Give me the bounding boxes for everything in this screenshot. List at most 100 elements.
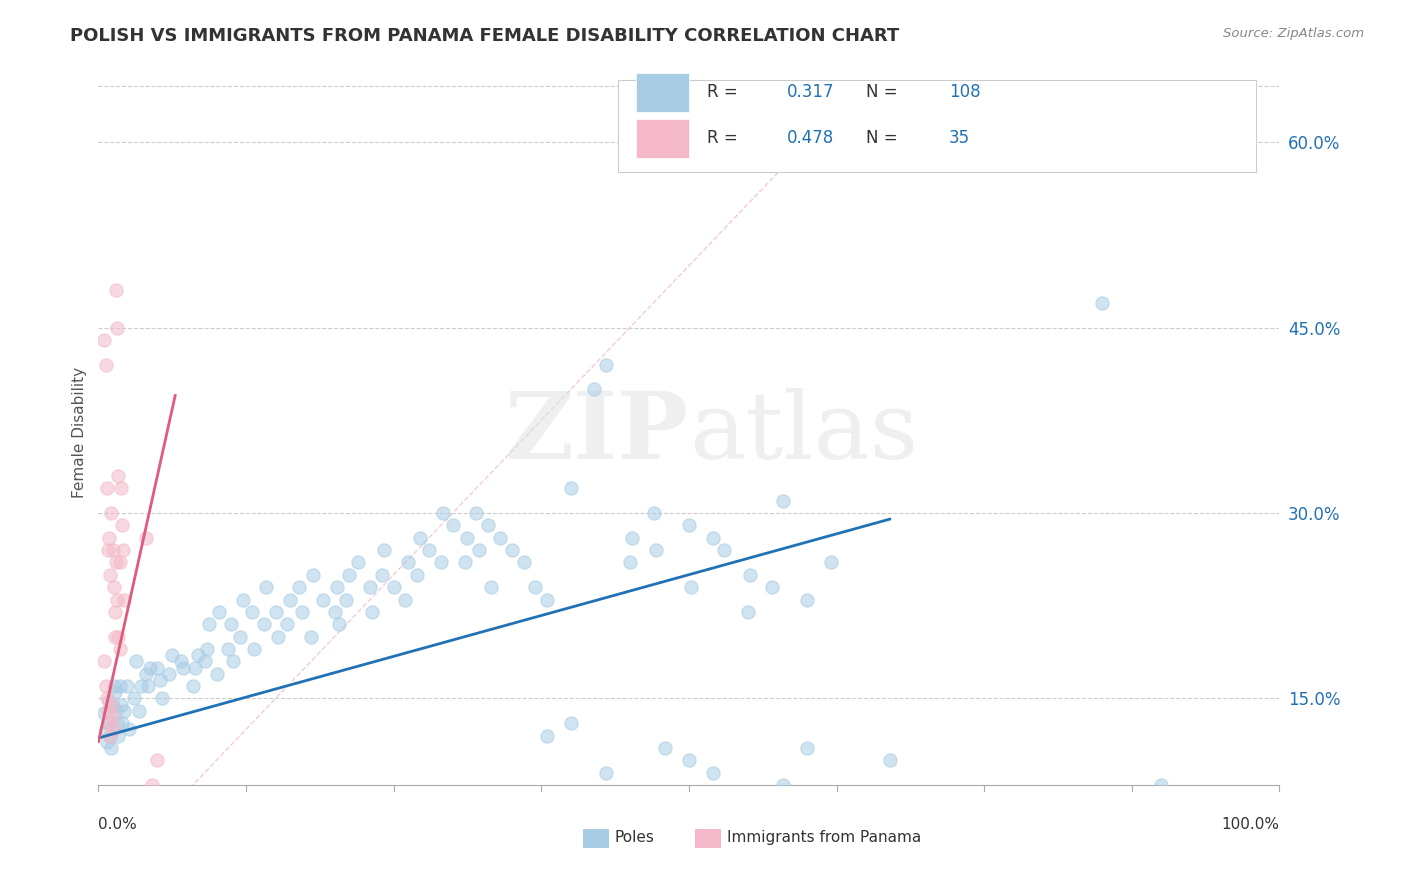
- Point: [104, 605, 127, 619]
- Point: [406, 567, 429, 582]
- Point: [98, 694, 121, 708]
- Point: [477, 518, 499, 533]
- Point: [1091, 295, 1114, 310]
- Point: [489, 531, 512, 545]
- Point: [243, 642, 266, 657]
- Point: [184, 660, 207, 674]
- Point: [560, 481, 582, 495]
- Point: [231, 592, 253, 607]
- FancyBboxPatch shape: [636, 73, 689, 112]
- Point: [432, 506, 454, 520]
- Text: N =: N =: [866, 83, 903, 102]
- Text: ZIP: ZIP: [505, 388, 689, 477]
- FancyBboxPatch shape: [619, 80, 1256, 172]
- Point: [536, 729, 558, 743]
- Point: [524, 580, 547, 594]
- Point: [105, 320, 128, 334]
- Point: [328, 617, 350, 632]
- Point: [619, 556, 641, 570]
- Point: [737, 605, 759, 619]
- Point: [94, 723, 117, 737]
- Point: [98, 729, 121, 743]
- Point: [276, 617, 298, 632]
- Point: [1150, 778, 1173, 792]
- Text: R =: R =: [707, 83, 742, 102]
- Point: [96, 481, 118, 495]
- Y-axis label: Female Disability: Female Disability: [72, 367, 87, 499]
- Point: [772, 493, 794, 508]
- Point: [93, 706, 115, 721]
- Point: [796, 592, 818, 607]
- Point: [479, 580, 502, 594]
- Point: [879, 753, 901, 767]
- Point: [97, 543, 120, 558]
- Point: [135, 531, 157, 545]
- Point: [264, 605, 287, 619]
- Point: [128, 704, 150, 718]
- Point: [100, 506, 122, 520]
- Point: [108, 642, 131, 657]
- Point: [467, 543, 489, 558]
- Point: [408, 531, 430, 545]
- Point: [536, 592, 558, 607]
- Point: [347, 556, 370, 570]
- Point: [198, 617, 221, 632]
- FancyBboxPatch shape: [695, 829, 721, 848]
- Point: [1056, 111, 1078, 125]
- Point: [93, 654, 115, 668]
- Point: [111, 716, 134, 731]
- Point: [97, 716, 120, 731]
- Point: [115, 679, 138, 693]
- Point: [441, 518, 464, 533]
- Point: [141, 778, 163, 792]
- Point: [820, 556, 842, 570]
- Point: [135, 666, 157, 681]
- Point: [681, 580, 703, 594]
- Point: [104, 630, 127, 644]
- Point: [302, 567, 325, 582]
- Point: [100, 698, 122, 712]
- Point: [194, 654, 217, 668]
- Point: [595, 358, 617, 372]
- Point: [139, 660, 162, 674]
- Point: [98, 716, 121, 731]
- FancyBboxPatch shape: [582, 829, 609, 848]
- Point: [160, 648, 183, 662]
- Point: [110, 481, 132, 495]
- Text: Immigrants from Panama: Immigrants from Panama: [727, 830, 921, 846]
- Point: [107, 729, 129, 743]
- Point: [101, 543, 124, 558]
- Point: [456, 531, 478, 545]
- Point: [110, 698, 132, 712]
- Point: [290, 605, 312, 619]
- Point: [253, 617, 276, 632]
- Point: [108, 679, 131, 693]
- Point: [299, 630, 322, 644]
- Point: [453, 556, 475, 570]
- FancyBboxPatch shape: [636, 119, 689, 158]
- Point: [643, 506, 665, 520]
- Point: [104, 685, 127, 699]
- Point: [97, 704, 120, 718]
- Point: [96, 691, 118, 706]
- Point: [702, 765, 724, 780]
- Text: N =: N =: [866, 129, 903, 147]
- Point: [195, 642, 218, 657]
- Point: [326, 580, 349, 594]
- Point: [107, 469, 129, 483]
- Text: 35: 35: [949, 129, 970, 147]
- Point: [359, 580, 381, 594]
- Point: [772, 778, 794, 792]
- Text: Poles: Poles: [614, 830, 654, 846]
- Point: [108, 556, 131, 570]
- Point: [170, 654, 193, 668]
- Point: [465, 506, 488, 520]
- Point: [621, 531, 644, 545]
- Text: 0.478: 0.478: [787, 129, 834, 147]
- Point: [101, 710, 124, 724]
- Point: [105, 716, 128, 731]
- Point: [107, 630, 129, 644]
- Point: [796, 740, 818, 755]
- Point: [208, 605, 231, 619]
- Point: [146, 753, 169, 767]
